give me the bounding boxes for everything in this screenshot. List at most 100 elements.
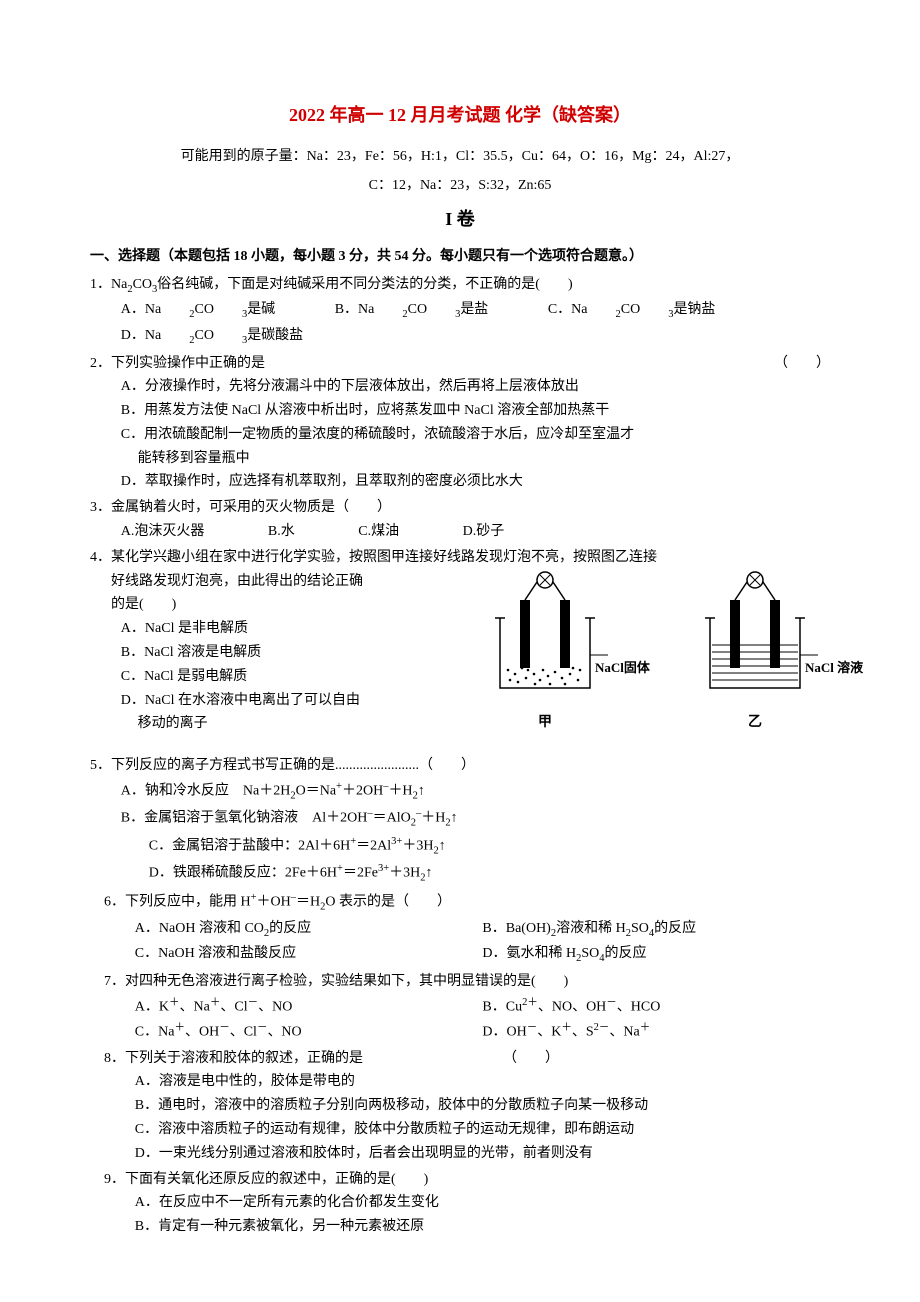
q7-C-c: 、Cl — [230, 1025, 257, 1040]
q8-bracket: （ ） — [503, 1051, 559, 1066]
q2-A: A．分液操作时，先将分液漏斗中的下层液体放出，然后再将上层液体放出 — [90, 375, 830, 399]
q6-stem-b: ＋OH — [257, 895, 291, 910]
q5-B-d: ↑ — [451, 811, 458, 826]
question-7: 7．对四种无色溶液进行离子检验，实验结果如下，其中明显错误的是( ) A．K＋、… — [90, 970, 830, 1045]
question-5: 5．下列反应的离子方程式书写正确的是......................… — [90, 754, 830, 887]
q4-stem2: 好线路发现灯泡亮，由此得出的结论正确 — [90, 570, 450, 594]
q5-stem: 5．下列反应的离子方程式书写正确的是......................… — [90, 754, 830, 778]
question-6: 6．下列反应中，能用 H+＋OH–＝H2O 表示的是（ ） A．NaOH 溶液和… — [90, 889, 830, 968]
q3-A: A.泡沫灭火器 — [121, 520, 205, 544]
q9-A: A．在反应中不一定所有元素的化合价都发生变化 — [104, 1191, 830, 1215]
q1-A-c: 是碱 — [247, 298, 275, 322]
q5-C-c: ＋3H — [402, 838, 433, 853]
q5-B-c: ＋H — [421, 811, 445, 826]
q8-C: C．溶液中溶质粒子的运动有规律，胶体中分散质粒子的运动无规律，即布朗运动 — [104, 1118, 830, 1142]
q4-D2: 移动的离子 — [90, 712, 450, 736]
q7-stem: 7．对四种无色溶液进行离子检验，实验结果如下，其中明显错误的是( ) — [104, 970, 830, 994]
q2-bracket: （ ） — [774, 352, 830, 376]
q7-C-a: C．Na — [135, 1025, 175, 1040]
q3-stem: 3．金属钠着火时，可采用的灭火物质是（ ） — [90, 496, 830, 520]
q6-stem-c: ＝H — [296, 895, 320, 910]
q2-B: B．用蒸发方法使 NaCl 从溶液中析出时，应将蒸发皿中 NaCl 溶液全部加热… — [90, 399, 830, 423]
q5-A-d: ＋H — [388, 784, 412, 799]
q2-D: D．萃取操作时，应选择有机萃取剂，且萃取剂的密度必须比水大 — [90, 470, 830, 494]
q6-stem-d: O 表示的是（ ） — [325, 895, 451, 910]
q4-caption-jia: 甲 — [480, 711, 610, 735]
q1-B-c: 是盐 — [460, 298, 488, 322]
q1-A-a: A．Na — [121, 298, 161, 322]
q7-A-d: 、NO — [258, 999, 292, 1014]
q7-D-d: 、Na — [609, 1025, 639, 1040]
q5-C-a: C．金属铝溶于盐酸中：2Al＋6H — [149, 838, 350, 853]
q7-A-c: 、Cl — [220, 999, 247, 1014]
q6-D-b: SO — [581, 946, 599, 961]
q4-label-solution: NaCl 溶液 — [805, 657, 863, 679]
q1-D-b: CO — [194, 324, 213, 348]
q4-D1: D．NaCl 在水溶液中电离出了可以自由 — [90, 689, 450, 713]
q1-C-a: C．Na — [548, 298, 588, 322]
q4-B: B．NaCl 溶液是电解质 — [90, 641, 450, 665]
q6-B-d: 的反应 — [654, 921, 696, 936]
q7-D-a: D．OH — [482, 1025, 526, 1040]
q1-D-c: 是碳酸盐 — [247, 324, 303, 348]
q5-B-b: ＝AlO — [373, 811, 411, 826]
q3-C: C.煤油 — [358, 520, 399, 544]
q5-D-a: D．铁跟稀硫酸反应：2Fe＋6H — [149, 866, 337, 881]
q5-B-a: B．金属铝溶于氢氧化钠溶液 Al＋2OH — [121, 811, 368, 826]
q1-B-b: CO — [408, 298, 427, 322]
page-title: 2022 年高一 12 月月考试题 化学（缺答案） — [90, 100, 830, 131]
q1-stem-b: CO — [133, 277, 152, 292]
q1-B-a: B．Na — [335, 298, 375, 322]
q7-B-b: 、NO、OH — [538, 999, 606, 1014]
q6-D-c: 的反应 — [605, 946, 647, 961]
q4-caption-yi: 乙 — [690, 711, 820, 735]
q1-stem-a: 1．Na — [90, 277, 127, 292]
q5-D-d: ↑ — [426, 866, 433, 881]
q7-C-b: 、OH — [185, 1025, 219, 1040]
q1-A-b: CO — [194, 298, 213, 322]
question-9: 9．下面有关氧化还原反应的叙述中，正确的是( ) A．在反应中不一定所有元素的化… — [90, 1168, 830, 1239]
q6-B-a: B．Ba(OH) — [482, 921, 550, 936]
section-heading: 一、选择题（本题包括 18 小题，每小题 3 分，共 54 分。每小题只有一个选… — [90, 245, 830, 269]
q6-B-b: 溶液和稀 H — [556, 921, 626, 936]
q6-C: C．NaOH 溶液和盐酸反应 — [135, 942, 483, 968]
q9-stem: 9．下面有关氧化还原反应的叙述中，正确的是( ) — [104, 1168, 830, 1192]
q7-A-b: 、Na — [180, 999, 210, 1014]
q7-B-a: B．Cu — [482, 999, 522, 1014]
q5-D-c: ＋3H — [389, 866, 420, 881]
q5-A-e: ↑ — [418, 784, 425, 799]
q5-C-d: ↑ — [439, 838, 446, 853]
q2-C1: C．用浓硫酸配制一定物质的量浓度的稀硫酸时，浓硫酸溶于水后，应冷却至室温才 — [90, 423, 830, 447]
q8-D: D．一束光线分别通过溶液和胶体时，后者会出现明显的光带，前者则没有 — [104, 1142, 830, 1166]
beaker-yi-icon — [690, 570, 820, 700]
juan-heading: I 卷 — [90, 204, 830, 235]
q8-stem: 8．下列关于溶液和胶体的叙述，正确的是 — [104, 1051, 363, 1066]
q1-D-a: D．Na — [121, 324, 161, 348]
q5-D-b: ＝2Fe — [343, 866, 378, 881]
atomic-mass-line1: 可能用到的原子量：Na：23，Fe：56，H:1，Cl：35.5，Cu：64，O… — [90, 145, 830, 169]
q6-stem-a: 6．下列反应中，能用 H — [104, 895, 251, 910]
q3-B: B.水 — [268, 520, 295, 544]
q6-D-a: D．氨水和稀 H — [482, 946, 576, 961]
question-8: 8．下列关于溶液和胶体的叙述，正确的是（ ） A．溶液是电中性的，胶体是带电的 … — [90, 1047, 830, 1166]
q4-A: A．NaCl 是非电解质 — [90, 617, 450, 641]
q4-label-solid: NaCl固体 — [595, 657, 650, 679]
atomic-mass-line2: C：12，Na：23，S:32，Zn:65 — [90, 174, 830, 198]
q5-A-a: A．钠和冷水反应 Na＋2H — [121, 784, 291, 799]
q4-stem3: 的是( ) — [90, 593, 450, 617]
q6-A-a: A．NaOH 溶液和 CO — [135, 921, 264, 936]
q8-A: A．溶液是电中性的，胶体是带电的 — [104, 1070, 830, 1094]
q4-C: C．NaCl 是弱电解质 — [90, 665, 450, 689]
q4-stem1: 4．某化学兴趣小组在家中进行化学实验，按照图甲连接好线路发现灯泡不亮，按照图乙连… — [90, 546, 830, 570]
q2-C2: 能转移到容量瓶中 — [90, 447, 830, 471]
question-4: 4．某化学兴趣小组在家中进行化学实验，按照图甲连接好线路发现灯泡不亮，按照图乙连… — [90, 546, 830, 736]
q5-A-c: ＋2OH — [342, 784, 383, 799]
q9-B: B．肯定有一种元素被氧化，另一种元素被还原 — [104, 1215, 830, 1239]
q6-A-b: 的反应 — [269, 921, 311, 936]
q5-A-b: O＝Na — [296, 784, 336, 799]
q3-D: D.砂子 — [463, 520, 505, 544]
q7-B-c: 、HCO — [617, 999, 661, 1014]
q6-B-c: SO — [631, 921, 649, 936]
q1-C-c: 是钠盐 — [673, 298, 715, 322]
q7-A-a: A．K — [135, 999, 169, 1014]
